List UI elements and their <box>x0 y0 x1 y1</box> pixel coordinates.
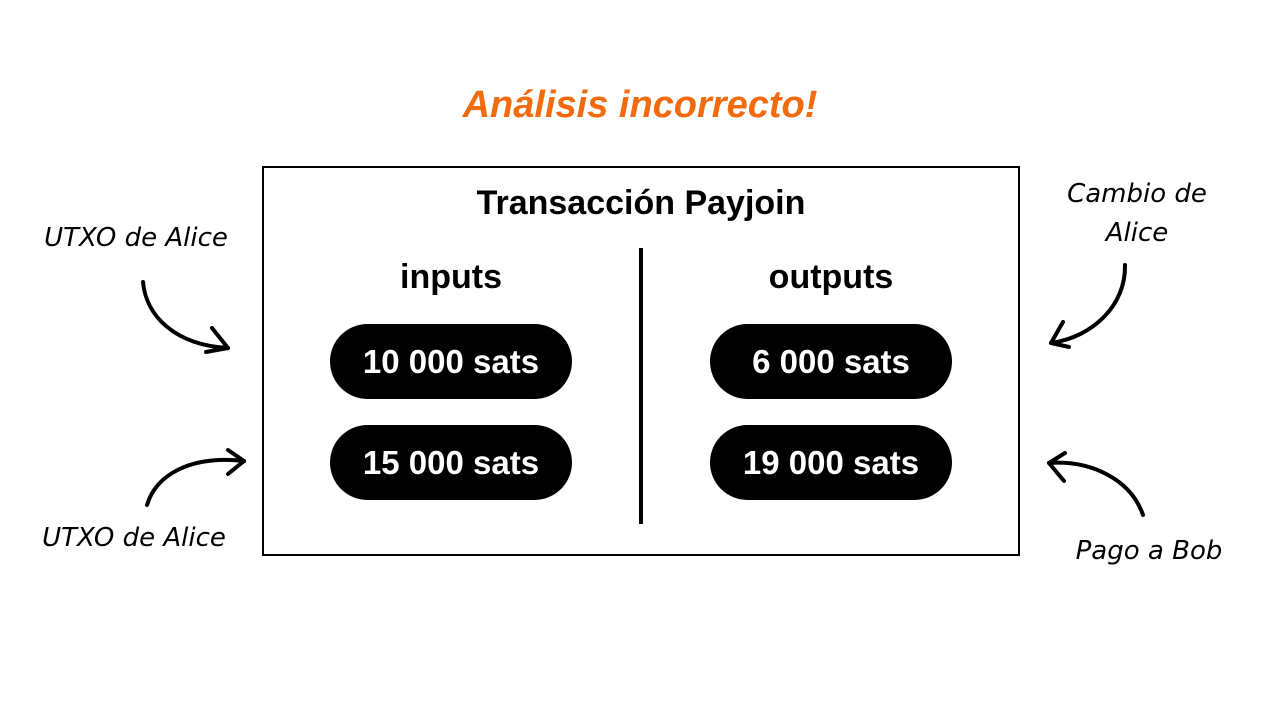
arrow-icon-input-1 <box>141 280 230 354</box>
output-pill-2: 19 000 sats <box>710 425 952 500</box>
input-pill-2: 15 000 sats <box>330 425 572 500</box>
input-1-annotation: UTXO de Alice <box>44 223 228 253</box>
transaction-box: Transacción Payjoin inputs outputs 10 00… <box>262 166 1020 556</box>
output-1-annotation-line2: Alice <box>1105 218 1169 248</box>
diagram-title: Análisis incorrecto! <box>462 84 818 126</box>
arrow-icon-output-2 <box>1047 451 1145 517</box>
arrow-icon-output-1 <box>1049 263 1128 349</box>
column-divider <box>639 248 643 524</box>
output-1-annotation-line1: Cambio de <box>1067 179 1207 209</box>
outputs-header: outputs <box>768 258 894 296</box>
transaction-title: Transacción Payjoin <box>476 184 806 222</box>
arrow-icon-input-2 <box>145 448 246 507</box>
output-2-annotation: Pago a Bob <box>1075 536 1223 566</box>
input-2-annotation: UTXO de Alice <box>42 523 226 553</box>
output-pill-1: 6 000 sats <box>710 324 952 399</box>
inputs-header: inputs <box>400 258 502 296</box>
input-pill-1: 10 000 sats <box>330 324 572 399</box>
